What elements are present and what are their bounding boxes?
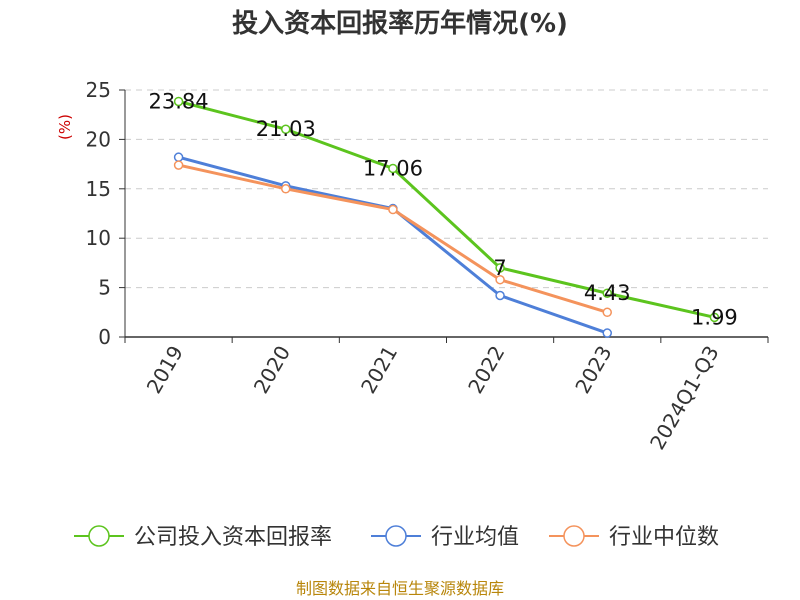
y-tick-label: 0 xyxy=(98,325,111,349)
series-line xyxy=(178,155,608,335)
data-label: 4.43 xyxy=(584,281,631,305)
data-point xyxy=(709,312,720,323)
chart-title: 投入资本回报率历年情况(%) xyxy=(232,8,568,39)
legend-label: 公司投入资本回报率 xyxy=(134,525,332,550)
legend-label: 行业均值 xyxy=(431,525,519,550)
x-tick-label: 2024Q1-Q3 xyxy=(645,342,724,454)
data-point xyxy=(173,160,184,170)
y-axis-label: (%) xyxy=(56,114,74,140)
source-note: 制图数据来自恒生聚源数据库 xyxy=(296,579,504,598)
x-tick-label: 2019 xyxy=(142,342,188,398)
x-tick-label: 2023 xyxy=(570,342,616,398)
data-label: 17.06 xyxy=(363,156,423,180)
data-label: 1.99 xyxy=(691,305,738,329)
data-point xyxy=(495,263,505,273)
data-point xyxy=(173,152,184,162)
data-point xyxy=(388,163,398,174)
grid-lines xyxy=(125,89,768,289)
data-label: 7 xyxy=(493,256,506,280)
legend: 公司投入资本回报率 行业均值 行业中位数 xyxy=(74,525,719,550)
data-label: 23.84 xyxy=(149,89,209,113)
y-tick-label: 25 xyxy=(86,78,111,102)
legend-marker xyxy=(88,525,110,547)
data-point xyxy=(173,96,184,107)
y-tick-label: 20 xyxy=(86,127,111,151)
x-tick-label: 2022 xyxy=(463,342,509,398)
y-tick-label: 15 xyxy=(86,177,111,201)
data-point xyxy=(602,328,612,338)
data-point xyxy=(281,124,291,134)
y-tick-label: 10 xyxy=(86,226,111,250)
series-lines xyxy=(173,96,720,338)
data-point xyxy=(602,288,612,298)
y-tick-label: 5 xyxy=(98,276,111,300)
data-point xyxy=(388,204,398,215)
legend-label: 行业中位数 xyxy=(609,525,719,550)
data-labels: 23.84 21.03 17.06 7 4.43 1.99 xyxy=(149,89,738,329)
legend-marker xyxy=(563,525,585,547)
x-tick-label: 2020 xyxy=(249,342,295,398)
data-point xyxy=(495,274,505,285)
data-point xyxy=(495,290,505,301)
data-point xyxy=(602,307,612,318)
data-label: 21.03 xyxy=(256,117,316,141)
axes: 0 5 10 15 20 25 2019 2020 2021 2022 2023 2024Q1-Q3 xyxy=(86,78,769,454)
series-line xyxy=(178,100,715,319)
x-tick-label: 2021 xyxy=(356,342,402,398)
data-point xyxy=(281,184,291,194)
legend-marker xyxy=(385,525,407,547)
